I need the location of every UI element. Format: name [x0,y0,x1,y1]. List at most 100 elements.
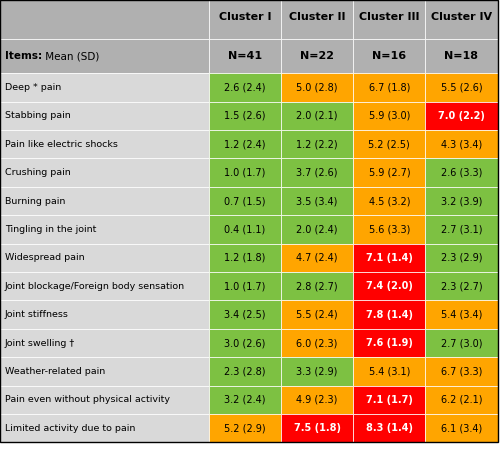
Text: 6.2 (2.1): 6.2 (2.1) [440,395,482,405]
Text: Cluster IV: Cluster IV [431,12,492,22]
Text: 5.9 (2.7): 5.9 (2.7) [368,168,410,178]
Text: 6.0 (2.3): 6.0 (2.3) [296,338,338,348]
Text: Deep * pain: Deep * pain [5,83,61,92]
Bar [281,0,353,39]
Bar [0,39,209,73]
Bar [281,102,353,130]
Bar [353,244,426,272]
Text: Crushing pain: Crushing pain [5,168,70,177]
Bar [353,102,426,130]
Text: 5.5 (2.6): 5.5 (2.6) [440,82,482,93]
Bar [209,73,281,102]
Bar [209,300,281,329]
Text: 3.7 (2.6): 3.7 (2.6) [296,168,338,178]
Text: 5.6 (3.3): 5.6 (3.3) [368,224,410,234]
Bar [0,158,209,187]
Bar [281,158,353,187]
Bar [353,187,426,215]
Bar [0,300,209,329]
Text: Burning pain: Burning pain [5,196,66,206]
Text: 6.7 (3.3): 6.7 (3.3) [441,366,482,376]
Text: 0.4 (1.1): 0.4 (1.1) [224,224,266,234]
Text: 2.7 (3.1): 2.7 (3.1) [440,224,482,234]
Text: 1.2 (1.8): 1.2 (1.8) [224,253,266,263]
Bar [281,215,353,244]
Bar [426,39,498,73]
Text: 2.8 (2.7): 2.8 (2.7) [296,281,338,291]
Text: 2.3 (2.7): 2.3 (2.7) [440,281,482,291]
Text: Weather-related pain: Weather-related pain [5,367,105,376]
Bar [353,272,426,300]
Bar [209,414,281,442]
Bar [0,329,209,357]
Text: Cluster III: Cluster III [359,12,420,22]
Bar [0,357,209,386]
Bar [353,329,426,357]
Bar [426,215,498,244]
Text: 1.5 (2.6): 1.5 (2.6) [224,111,266,121]
Text: 5.9 (3.0): 5.9 (3.0) [368,111,410,121]
Bar [209,386,281,414]
Bar [353,414,426,442]
Bar [353,357,426,386]
Text: Items:: Items: [5,51,42,61]
Text: 5.2 (2.9): 5.2 (2.9) [224,423,266,433]
Bar [281,414,353,442]
Text: 7.0 (2.2): 7.0 (2.2) [438,111,485,121]
Text: 5.4 (3.4): 5.4 (3.4) [441,310,482,320]
Bar [209,215,281,244]
Bar [353,0,426,39]
Bar [281,272,353,300]
Text: Cluster II: Cluster II [289,12,346,22]
Text: 2.7 (3.0): 2.7 (3.0) [440,338,482,348]
Bar [0,0,209,39]
Bar [426,130,498,158]
Text: 3.0 (2.6): 3.0 (2.6) [224,338,266,348]
Text: 1.0 (1.7): 1.0 (1.7) [224,281,266,291]
Text: Tingling in the joint: Tingling in the joint [5,225,96,234]
Bar [209,272,281,300]
Bar [209,130,281,158]
Bar [0,73,209,102]
Text: Joint swelling †: Joint swelling † [5,338,75,348]
Text: 5.0 (2.8): 5.0 (2.8) [296,82,338,93]
Text: Pain even without physical activity: Pain even without physical activity [5,395,170,404]
Bar [353,130,426,158]
Bar [0,187,209,215]
Text: Stabbing pain: Stabbing pain [5,111,70,120]
Text: Limited activity due to pain: Limited activity due to pain [5,424,136,433]
Bar [426,244,498,272]
Text: 0.7 (1.5): 0.7 (1.5) [224,196,266,206]
Bar [426,272,498,300]
Bar [281,73,353,102]
Bar [353,39,426,73]
Bar [281,300,353,329]
Text: 3.5 (3.4): 3.5 (3.4) [296,196,338,206]
Bar [353,300,426,329]
Text: 3.4 (2.5): 3.4 (2.5) [224,310,266,320]
Text: 4.3 (3.4): 4.3 (3.4) [441,139,482,149]
Text: 7.1 (1.7): 7.1 (1.7) [366,395,413,405]
Bar [209,158,281,187]
Text: 7.8 (1.4): 7.8 (1.4) [366,310,413,320]
Bar [209,187,281,215]
Text: 1.2 (2.2): 1.2 (2.2) [296,139,338,149]
Bar [353,73,426,102]
Bar [281,244,353,272]
Text: 2.0 (2.1): 2.0 (2.1) [296,111,338,121]
Text: 7.6 (1.9): 7.6 (1.9) [366,338,413,348]
Bar [281,130,353,158]
Bar [426,102,498,130]
Text: N=22: N=22 [300,51,334,61]
Bar [209,244,281,272]
Bar [426,329,498,357]
Bar [353,215,426,244]
Text: N=16: N=16 [372,51,406,61]
Text: 5.2 (2.5): 5.2 (2.5) [368,139,410,149]
Bar [209,102,281,130]
Bar [0,215,209,244]
Text: 5.4 (3.1): 5.4 (3.1) [368,366,410,376]
Bar [426,357,498,386]
Bar [281,187,353,215]
Text: N=41: N=41 [228,51,262,61]
